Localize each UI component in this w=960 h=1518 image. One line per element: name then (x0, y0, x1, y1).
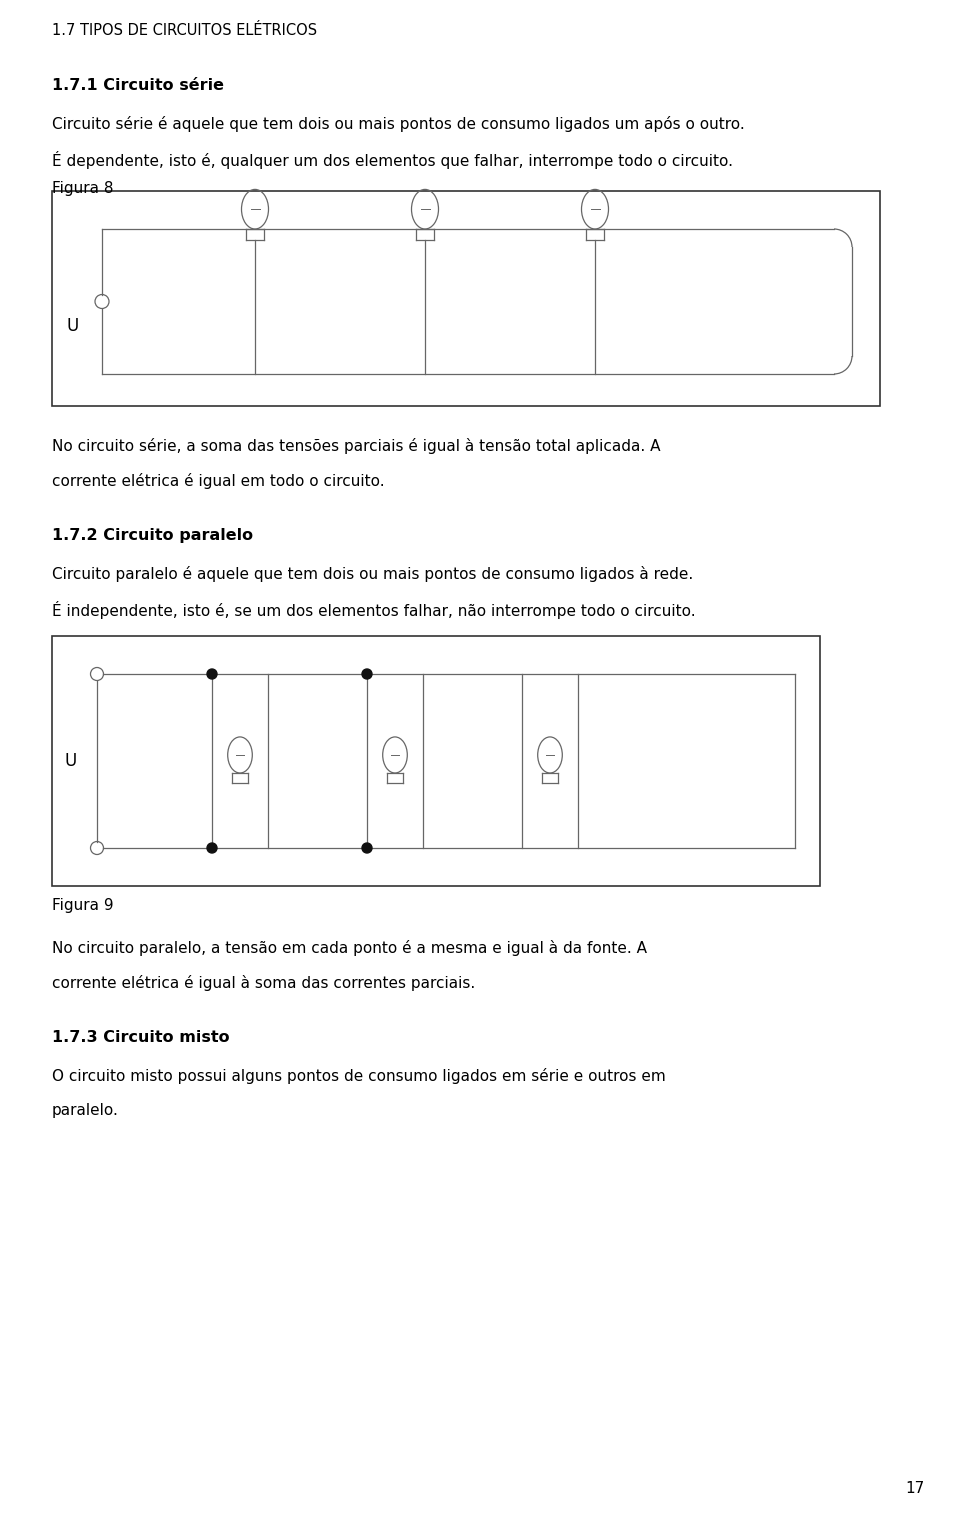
Text: No circuito série, a soma das tensões parciais é igual à tensão total aplicada. : No circuito série, a soma das tensões pa… (52, 439, 660, 454)
Text: 1.7.1 Circuito série: 1.7.1 Circuito série (52, 77, 224, 93)
Text: Figura 9: Figura 9 (52, 899, 113, 912)
Text: 1.7.2 Circuito paralelo: 1.7.2 Circuito paralelo (52, 528, 253, 543)
Text: 17: 17 (905, 1482, 925, 1497)
Circle shape (362, 842, 372, 853)
Text: 1.7.3 Circuito misto: 1.7.3 Circuito misto (52, 1031, 229, 1044)
Text: U: U (67, 316, 80, 334)
Text: corrente elétrica é igual à soma das correntes parciais.: corrente elétrica é igual à soma das cor… (52, 975, 475, 991)
Circle shape (207, 669, 217, 679)
Bar (52, 636, 820, 887)
Circle shape (207, 842, 217, 853)
Text: É dependente, isto é, qualquer um dos elementos que falhar, interrompe todo o ci: É dependente, isto é, qualquer um dos el… (52, 150, 733, 168)
Text: corrente elétrica é igual em todo o circuito.: corrente elétrica é igual em todo o circ… (52, 474, 385, 489)
Circle shape (362, 669, 372, 679)
Text: U: U (64, 751, 76, 770)
Text: O circuito misto possui alguns pontos de consumo ligados em série e outros em: O circuito misto possui alguns pontos de… (52, 1069, 665, 1084)
Bar (52, 191, 880, 405)
Text: Figura 8: Figura 8 (52, 181, 113, 196)
Text: Circuito série é aquele que tem dois ou mais pontos de consumo ligados um após o: Circuito série é aquele que tem dois ou … (52, 115, 745, 132)
Text: Circuito paralelo é aquele que tem dois ou mais pontos de consumo ligados à rede: Circuito paralelo é aquele que tem dois … (52, 566, 693, 581)
Text: 1.7 TIPOS DE CIRCUITOS ELÉTRICOS: 1.7 TIPOS DE CIRCUITOS ELÉTRICOS (52, 23, 317, 38)
Text: paralelo.: paralelo. (52, 1104, 119, 1117)
Text: No circuito paralelo, a tensão em cada ponto é a mesma e igual à da fonte. A: No circuito paralelo, a tensão em cada p… (52, 940, 647, 956)
Text: É independente, isto é, se um dos elementos falhar, não interrompe todo o circui: É independente, isto é, se um dos elemen… (52, 601, 696, 619)
